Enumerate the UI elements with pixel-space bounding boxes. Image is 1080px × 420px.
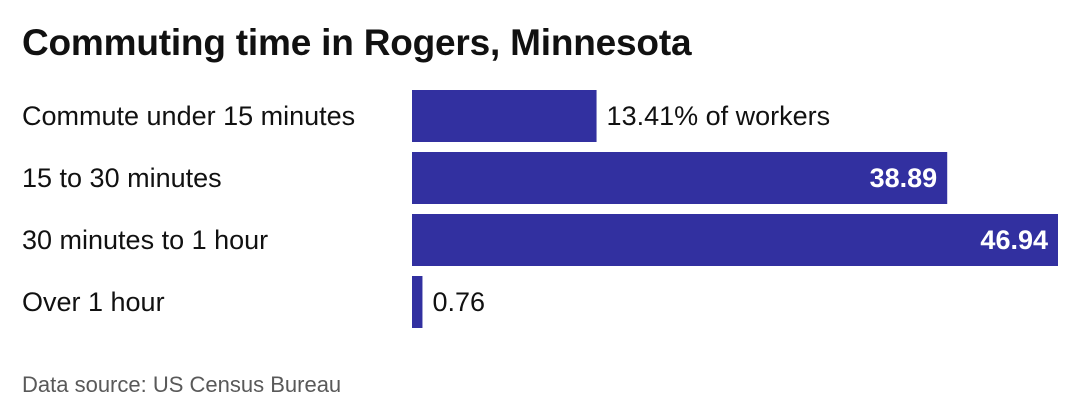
value-label: 38.89 xyxy=(870,163,938,193)
bar xyxy=(412,214,1058,266)
value-label: 0.76 xyxy=(432,287,485,317)
category-label: 15 to 30 minutes xyxy=(22,163,222,193)
bar xyxy=(412,276,423,328)
bar-chart: Commute under 15 minutes 13.41% of worker… xyxy=(0,84,1080,344)
bar xyxy=(412,152,948,204)
category-label: Over 1 hour xyxy=(22,287,165,317)
bar-chart-svg: Commute under 15 minutes 13.41% of worker… xyxy=(22,90,1058,328)
data-source: Data source: US Census Bureau xyxy=(22,372,342,397)
category-label: Commute under 15 minutes xyxy=(22,101,355,131)
value-label: 46.94 xyxy=(980,225,1048,255)
category-label: 30 minutes to 1 hour xyxy=(22,225,268,255)
chart-title: Commuting time in Rogers, Minnesota xyxy=(22,22,692,63)
bar xyxy=(412,90,597,142)
value-label: 13.41% of workers xyxy=(607,101,831,131)
